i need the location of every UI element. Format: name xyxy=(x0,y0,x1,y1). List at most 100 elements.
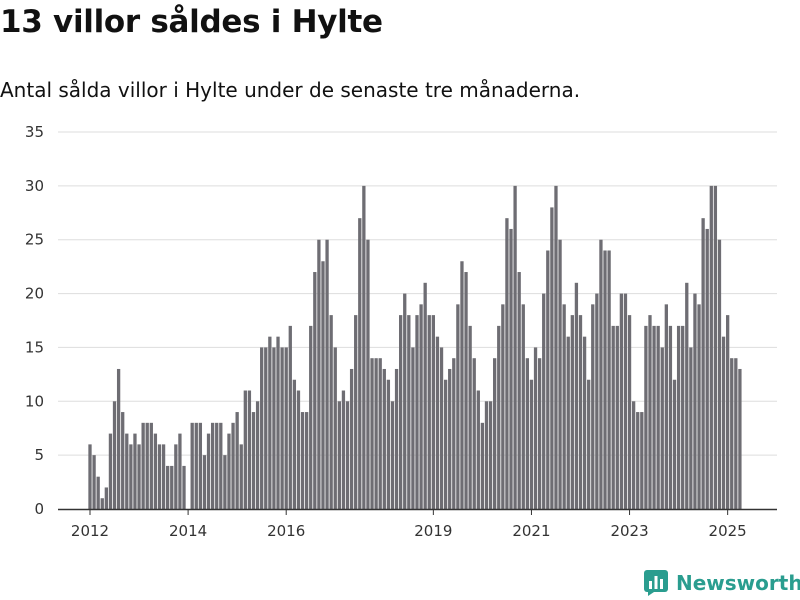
bar xyxy=(562,304,566,509)
bar xyxy=(276,336,280,509)
bar xyxy=(619,293,624,509)
bar xyxy=(104,487,108,509)
bar xyxy=(497,325,501,509)
bar xyxy=(317,239,321,509)
y-tick-label: 15 xyxy=(25,338,44,356)
bar xyxy=(108,433,113,509)
bar xyxy=(223,455,227,509)
bar xyxy=(464,272,468,509)
bar xyxy=(566,336,570,509)
bar xyxy=(153,433,158,509)
bar xyxy=(337,401,341,509)
bar xyxy=(345,401,350,509)
bar xyxy=(709,185,713,509)
bar xyxy=(427,315,431,509)
highlight-value-label: 13 xyxy=(733,0,755,5)
bar xyxy=(284,347,288,509)
bar xyxy=(468,325,472,509)
bar xyxy=(190,422,194,509)
bar xyxy=(599,239,603,509)
bar xyxy=(125,433,129,509)
bar xyxy=(264,347,268,509)
bar xyxy=(431,315,435,509)
bar xyxy=(734,358,738,509)
bar xyxy=(615,325,619,509)
bar xyxy=(129,444,133,509)
bar xyxy=(648,315,652,509)
bar xyxy=(529,379,534,509)
y-tick-label: 5 xyxy=(34,446,44,464)
bar xyxy=(260,347,264,509)
bar xyxy=(480,422,485,509)
bar xyxy=(239,444,243,509)
bar xyxy=(689,347,693,509)
bar xyxy=(399,315,403,509)
bar xyxy=(206,433,211,509)
bar xyxy=(251,412,256,509)
bar xyxy=(96,476,100,509)
bar xyxy=(378,358,382,509)
bar xyxy=(403,293,407,509)
bar xyxy=(296,390,301,509)
x-tick-label: 2014 xyxy=(169,522,207,540)
bar xyxy=(460,261,464,509)
bar xyxy=(390,401,395,509)
bar xyxy=(448,368,452,509)
bar xyxy=(100,498,104,509)
bar xyxy=(415,315,419,509)
bar xyxy=(574,282,579,509)
bar xyxy=(591,304,595,509)
bar xyxy=(521,304,525,509)
x-tick-label: 2012 xyxy=(71,522,109,540)
bar xyxy=(354,315,358,509)
bar xyxy=(313,272,317,509)
bar xyxy=(693,293,697,509)
bar xyxy=(738,368,742,509)
bar xyxy=(713,185,718,509)
bar-chart-logo-icon xyxy=(644,570,668,596)
bar xyxy=(636,412,640,509)
y-tick-label: 25 xyxy=(25,231,44,249)
bar xyxy=(558,239,562,509)
bar xyxy=(292,379,297,509)
bar xyxy=(219,422,223,509)
bar xyxy=(358,218,362,509)
bar xyxy=(394,368,399,509)
bar xyxy=(272,347,276,509)
bar xyxy=(374,358,378,509)
bar xyxy=(255,401,260,509)
bar xyxy=(730,358,734,509)
bar xyxy=(476,390,480,509)
bar xyxy=(435,336,440,509)
y-tick-label: 0 xyxy=(34,500,44,518)
bar xyxy=(157,444,162,509)
bar xyxy=(578,315,583,509)
bar xyxy=(386,379,391,509)
bar xyxy=(366,239,370,509)
bar xyxy=(92,455,96,509)
bar xyxy=(484,401,489,509)
bar xyxy=(644,325,648,509)
bar xyxy=(509,228,513,509)
bar xyxy=(456,304,460,509)
bar xyxy=(525,358,530,509)
y-tick-label: 35 xyxy=(25,123,44,141)
bar xyxy=(407,315,411,509)
bar xyxy=(321,261,325,509)
bar xyxy=(717,239,722,509)
bar xyxy=(166,465,170,509)
x-tick-label: 2021 xyxy=(512,522,550,540)
bar xyxy=(235,412,239,509)
bar xyxy=(537,358,542,509)
bar xyxy=(439,347,444,509)
bar xyxy=(611,325,615,509)
bar xyxy=(685,282,689,509)
x-tick-label: 2023 xyxy=(610,522,648,540)
chart-title: 13 villor såldes i Hylte xyxy=(0,4,383,40)
bar xyxy=(182,465,186,509)
bar xyxy=(423,282,427,509)
x-tick-label: 2016 xyxy=(267,522,305,540)
bar xyxy=(121,412,125,509)
bar xyxy=(88,444,92,509)
y-tick-label: 30 xyxy=(25,177,44,195)
